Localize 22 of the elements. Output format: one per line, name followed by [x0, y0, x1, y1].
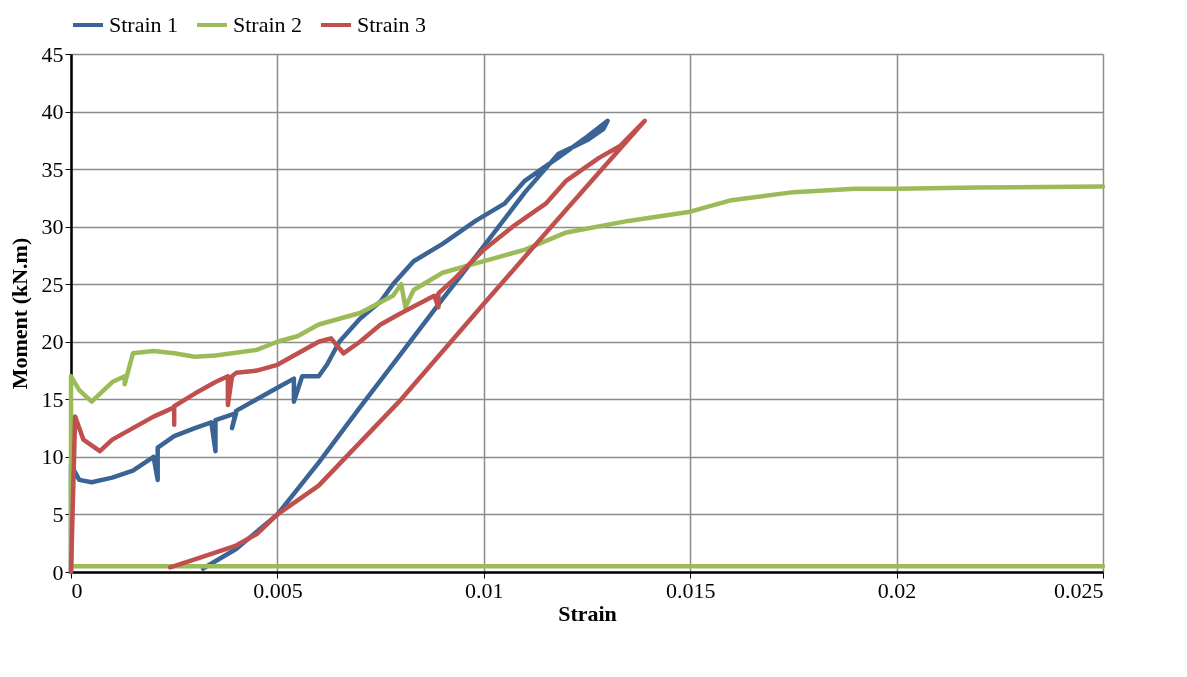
y-tick-label: 10: [41, 444, 64, 470]
x-tick-label: 0.01: [465, 577, 504, 603]
y-tick-label: 25: [41, 271, 64, 297]
legend-label: Strain 1: [109, 12, 179, 37]
x-tick-label: 0.02: [877, 577, 917, 603]
y-tick-label: 30: [41, 214, 64, 240]
y-tick-label: 35: [41, 156, 64, 182]
y-tick-label: 0: [52, 559, 64, 585]
legend-label: Strain 3: [357, 12, 427, 37]
y-tick-label: 45: [41, 41, 64, 67]
line-series: [68, 184, 1106, 569]
x-axis-title: Strain: [558, 600, 617, 626]
y-tick-label: 15: [41, 386, 64, 412]
y-tick-label: 40: [41, 99, 64, 125]
x-tick-label: 0.025: [1054, 577, 1104, 603]
y-axis-title: Moment (kN.m): [6, 237, 32, 390]
legend-label: Strain 2: [233, 12, 303, 37]
y-tick-label: 5: [52, 501, 64, 527]
x-tick-label: 0: [71, 577, 83, 603]
x-tick-label: 0.015: [665, 577, 716, 603]
x-tick-label: 0.005: [253, 577, 303, 603]
y-tick-label: 20: [41, 329, 64, 355]
